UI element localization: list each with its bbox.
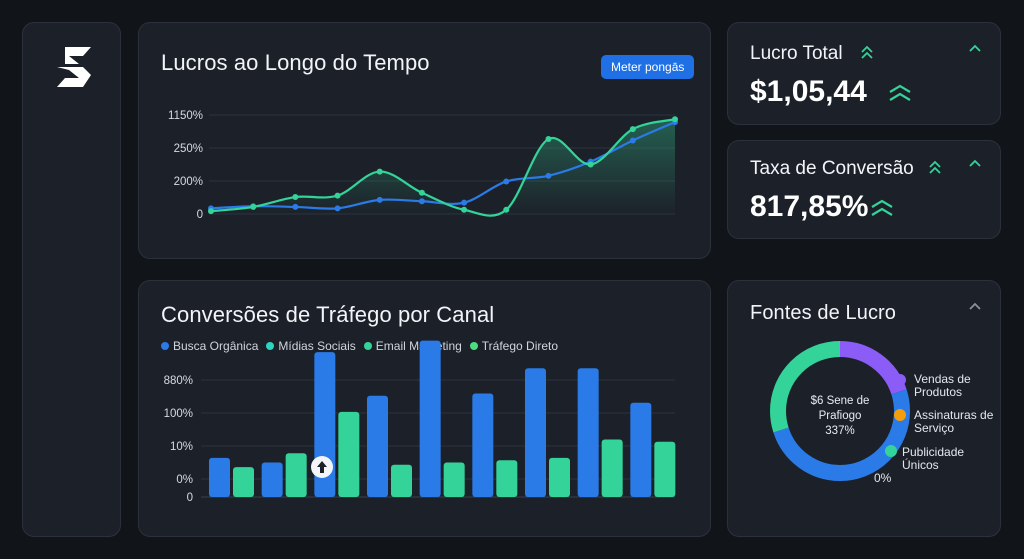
traffic-legend: Busca Orgânica Mídias Sociais Email Mark…	[161, 339, 558, 353]
lucro-total-value: $1,05,44	[750, 75, 867, 108]
legend-item: Mídias Sociais	[266, 339, 356, 353]
double-chevron-up-icon	[871, 199, 893, 216]
taxa-conversao-value: 817,85%	[750, 190, 869, 223]
y-tick-label: 0	[187, 492, 193, 504]
donut-slice	[770, 341, 910, 481]
data-point	[334, 205, 341, 212]
donut-center-line: Prafiogo	[818, 410, 862, 422]
chevron-up-icon[interactable]	[968, 301, 982, 311]
y-tick-label: 100%	[164, 408, 193, 420]
legend-item: Tráfego Direto	[469, 339, 559, 353]
data-point	[292, 194, 299, 201]
data-point	[672, 116, 678, 123]
data-point	[292, 203, 299, 210]
double-chevron-up-icon	[861, 45, 873, 59]
assinaturas-label: Assinaturas de Serviço	[914, 408, 994, 435]
data-point	[461, 199, 468, 206]
bar	[654, 441, 676, 497]
data-point	[503, 178, 510, 185]
data-point	[376, 168, 383, 175]
lucro-total-title: Lucro Total	[750, 43, 843, 64]
donut-center-line: $6 Sene de	[810, 395, 870, 407]
bar	[391, 464, 412, 497]
bar	[443, 462, 465, 497]
taxa-conversao-title: Taxa de Conversão	[750, 158, 914, 179]
data-point	[629, 126, 636, 133]
bar	[472, 393, 494, 497]
traffic-bar-chart: 880% 100% 10% 0% 0	[164, 340, 676, 504]
data-point	[545, 136, 552, 143]
y-tick-label: 250%	[174, 143, 203, 155]
profit-line-chart: 1150% 250% 200% 0	[168, 110, 678, 221]
data-point	[376, 196, 383, 203]
double-chevron-up-icon	[929, 160, 941, 174]
data-point	[208, 208, 214, 215]
bar	[496, 460, 518, 497]
y-tick-label: 0	[197, 209, 203, 221]
bar	[549, 457, 570, 497]
bar	[367, 395, 388, 497]
area-fill	[211, 119, 675, 216]
sidebar	[22, 22, 121, 537]
bar	[630, 402, 652, 497]
legend-label: Mídias Sociais	[278, 339, 356, 353]
y-tick-label: 1150%	[168, 110, 203, 122]
profit-chart-title: Lucros ao Longo do Tempo	[161, 50, 430, 75]
assinaturas-dot	[894, 409, 906, 421]
cursor-icon	[311, 456, 333, 478]
legend-label: Tráfego Direto	[481, 339, 559, 353]
bar	[285, 453, 307, 497]
y-tick-label: 10%	[170, 441, 193, 453]
fontes-lucro-title: Fontes de Lucro	[750, 302, 897, 324]
vendas-label: Vendas de Produtos	[914, 372, 971, 399]
lucro-total-card: Lucro Total $1,05,44	[727, 22, 1001, 125]
traffic-chart-title: Conversões de Tráfego por Canal	[161, 302, 495, 327]
data-point	[503, 206, 510, 213]
bar	[233, 467, 254, 497]
donut-center-line: 337%	[825, 425, 855, 437]
legend-label: Busca Orgânica	[173, 339, 259, 353]
data-point	[418, 198, 425, 205]
data-point	[461, 206, 468, 213]
data-point	[545, 172, 552, 179]
vendas-dot	[894, 374, 906, 386]
chevron-up-icon[interactable]	[968, 43, 982, 53]
chevron-up-icon[interactable]	[968, 158, 982, 168]
y-tick-label: 200%	[174, 176, 203, 188]
meter-button[interactable]: Meter pongās	[601, 55, 695, 79]
profit-chart-panel: Lucros ao Longo do Tempo Meter pongās 11…	[138, 22, 711, 259]
taxa-conversao-card: Taxa de Conversão 817,85%	[727, 140, 1001, 239]
data-point	[250, 203, 257, 210]
bar	[338, 411, 360, 497]
bar	[601, 439, 623, 497]
fontes-lucro-panel: Fontes de Lucro $6 Sene de Prafiogo 337%…	[727, 280, 1001, 537]
bar	[419, 340, 441, 497]
data-point	[418, 189, 425, 196]
data-point	[587, 161, 594, 168]
data-point	[334, 192, 341, 199]
publicidade-dot	[885, 445, 897, 457]
data-point	[629, 137, 636, 144]
s-logo-icon[interactable]	[57, 47, 91, 87]
y-tick-label: 880%	[164, 375, 193, 387]
bar	[209, 457, 230, 497]
legend-item: Busca Orgânica	[161, 339, 258, 353]
publicidade-label: Publicidade Únicos	[902, 445, 965, 472]
donut-zero-label: 0%	[874, 471, 892, 485]
bar	[525, 368, 546, 497]
donut-center-label: $6 Sene de Prafiogo 337%	[800, 394, 880, 439]
bar	[261, 462, 283, 497]
bar	[577, 368, 599, 497]
traffic-chart-panel: Conversões de Tráfego por Canal Busca Or…	[138, 280, 711, 537]
double-chevron-up-icon	[889, 84, 911, 101]
y-tick-label: 0%	[176, 474, 193, 486]
